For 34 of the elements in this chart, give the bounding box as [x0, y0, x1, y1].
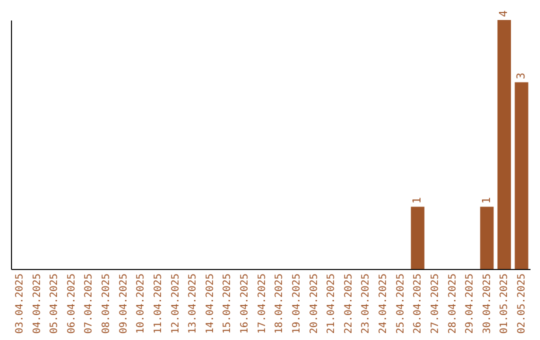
x-tick-label: 20.04.2025 — [308, 274, 320, 334]
x-tick-label: 11.04.2025 — [152, 274, 164, 334]
x-tick-label: 07.04.2025 — [84, 274, 95, 334]
x-tick-label: 18.04.2025 — [274, 274, 286, 334]
x-tick-label: 08.04.2025 — [101, 274, 112, 334]
x-tick-label: 23.04.2025 — [360, 274, 372, 334]
x-tick-label: 30.04.2025 — [482, 274, 493, 334]
data-label: 4 — [497, 10, 510, 17]
x-tick-label: 06.04.2025 — [66, 274, 78, 334]
x-tick-label: 01.05.2025 — [499, 274, 510, 334]
x-tick-label: 27.04.2025 — [430, 274, 441, 334]
x-tick-label: 28.04.2025 — [447, 274, 458, 334]
x-tick-label: 10.04.2025 — [136, 274, 147, 334]
x-tick-label: 17.04.2025 — [256, 274, 268, 334]
x-tick-label: 26.04.2025 — [412, 274, 424, 334]
x-tick-label: 16.04.2025 — [240, 274, 251, 334]
x-tick-label: 21.04.2025 — [326, 274, 338, 334]
x-tick-label: 29.04.2025 — [464, 274, 476, 334]
x-tick-label: 13.04.2025 — [188, 274, 199, 334]
x-tick-label: 04.04.2025 — [32, 274, 43, 334]
x-tick-label: 12.04.2025 — [170, 274, 182, 334]
x-tick-label: 24.04.2025 — [378, 274, 390, 334]
x-tick-label: 14.04.2025 — [204, 274, 216, 334]
x-tick-label: 15.04.2025 — [222, 274, 234, 334]
x-tick-label: 03.04.2025 — [14, 274, 26, 334]
x-tick-label: 09.04.2025 — [118, 274, 130, 334]
x-tick-label: 05.04.2025 — [49, 274, 60, 334]
data-label: 1 — [480, 197, 493, 204]
data-label: 1 — [410, 197, 424, 204]
x-tick-label: 22.04.2025 — [343, 274, 354, 334]
x-tick-label: 19.04.2025 — [291, 274, 302, 334]
x-tick-label: 02.05.2025 — [516, 274, 528, 334]
x-tick-label: 25.04.2025 — [395, 274, 406, 334]
data-label: 3 — [514, 72, 528, 80]
